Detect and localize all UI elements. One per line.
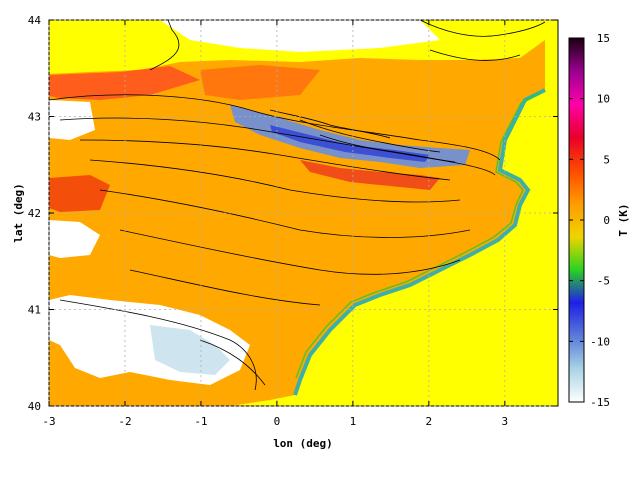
colorbar-tick-label: 0 [603, 214, 610, 227]
elevation-contours [49, 20, 546, 391]
y-tick-label: 44 [28, 14, 42, 27]
y-tick-label: 42 [28, 207, 41, 220]
colorbar-tick-label: -10 [590, 335, 610, 348]
x-tick-label: -2 [118, 415, 131, 428]
x-axis-label: lon (deg) [273, 437, 333, 450]
x-tick-label: 1 [350, 415, 357, 428]
y-axis-label: lat (deg) [12, 183, 25, 243]
region-west-warm [49, 175, 110, 212]
colorbar-ticks: 15 10 5 0 -5 -10 -15 [569, 32, 610, 409]
colorbar-tick-label: -5 [597, 275, 610, 288]
region-west-cold [49, 220, 100, 258]
x-tick-label: 3 [502, 415, 509, 428]
coast-green-strip [295, 91, 542, 379]
x-tick-label: -3 [42, 415, 55, 428]
x-tick-label: 2 [426, 415, 433, 428]
colorbar-tick-label: 15 [597, 32, 610, 45]
colorbar-tick-label: 5 [603, 153, 610, 166]
region-pyrenees-red-edge [300, 160, 440, 190]
region-missing-northwest [49, 100, 95, 140]
region-france-east-warm [200, 65, 320, 100]
grid-lines [48, 19, 558, 407]
y-tick-label: 41 [28, 304, 41, 317]
coast-cold-strip [293, 88, 546, 396]
colorbar-label: T (K) [617, 203, 630, 236]
region-central-spain-lightblue [150, 325, 230, 375]
y-tick-label: 43 [28, 111, 41, 124]
colorbar-tick-label: 10 [597, 93, 610, 106]
x-tick-label: -1 [194, 415, 207, 428]
region-france-warm [49, 66, 200, 100]
colorbar-tick-label: -15 [590, 396, 610, 409]
region-missing-north [160, 20, 440, 52]
x-axis-ticks: -3 -2 -1 0 1 2 3 [42, 20, 508, 428]
region-pyrenees-deep-cold [270, 125, 430, 162]
y-axis-ticks: 40 41 42 43 44 [28, 14, 558, 413]
y-tick-label: 40 [28, 400, 41, 413]
x-tick-label: 0 [274, 415, 281, 428]
